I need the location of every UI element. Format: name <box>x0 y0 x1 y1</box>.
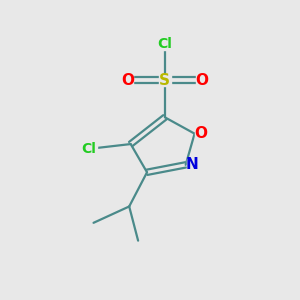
Bar <box>122 74 134 86</box>
Bar <box>196 128 207 139</box>
Bar <box>81 143 97 154</box>
Bar <box>157 38 173 50</box>
Text: S: S <box>159 73 170 88</box>
Text: Cl: Cl <box>158 38 172 52</box>
Bar <box>187 159 198 170</box>
Text: O: O <box>121 73 134 88</box>
Text: O: O <box>195 126 208 141</box>
Text: Cl: Cl <box>82 142 97 155</box>
Bar <box>159 74 171 86</box>
Bar <box>196 74 208 86</box>
Text: O: O <box>196 73 208 88</box>
Text: N: N <box>186 158 199 172</box>
